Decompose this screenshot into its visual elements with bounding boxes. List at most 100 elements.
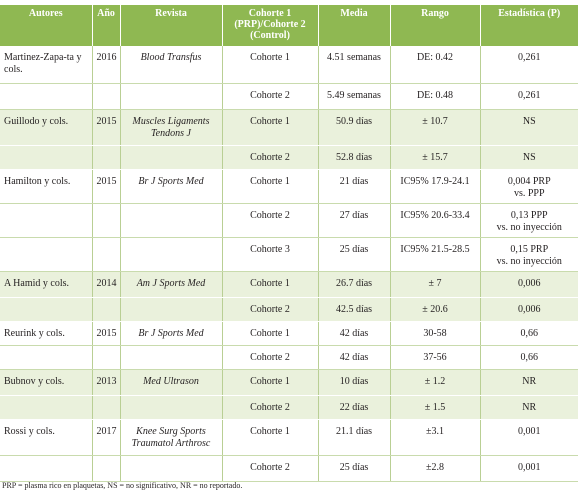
table-row: Cohorte 2 42 días 37-56 0,66 — [0, 345, 578, 370]
mean-cell: 5.49 semanas — [318, 83, 391, 110]
stat-cell: NR — [480, 369, 578, 396]
empty-cell — [120, 297, 223, 322]
cohort-cell: Cohorte 1 — [222, 369, 319, 396]
range-cell: DE: 0.42 — [390, 46, 481, 84]
cohort-cell: Cohorte 2 — [222, 145, 319, 170]
cohort-cell: Cohorte 1 — [222, 321, 319, 346]
stat-cell: NS — [480, 145, 578, 170]
empty-cell — [92, 345, 121, 370]
empty-cell — [120, 345, 223, 370]
journal-cell: Med Ultrason — [120, 369, 223, 396]
column-header: Autores — [0, 5, 93, 46]
empty-cell — [92, 83, 121, 110]
range-cell: ± 10.7 — [390, 109, 481, 146]
empty-cell — [120, 395, 223, 420]
stat-cell: 0,001 — [480, 419, 578, 456]
range-cell: ±3.1 — [390, 419, 481, 456]
table-row: Cohorte 2 5.49 semanas DE: 0.48 0,261 — [0, 83, 578, 110]
empty-cell — [0, 455, 93, 482]
journal-cell: Am J Sports Med — [120, 271, 223, 298]
year-cell: 2017 — [92, 419, 121, 456]
journal-cell: Muscles Ligaments Tendons J — [120, 109, 223, 146]
empty-cell — [0, 395, 93, 420]
range-cell: ± 15.7 — [390, 145, 481, 170]
table-row: Cohorte 2 52.8 días ± 15.7 NS — [0, 145, 578, 170]
year-cell: 2015 — [92, 321, 121, 346]
stat-cell: 0,006 — [480, 297, 578, 322]
table-row: A Hamid y cols. 2014 Am J Sports Med Cohort… — [0, 271, 578, 298]
cohort-cell: Cohorte 3 — [222, 237, 319, 272]
footnote: PRP = plasma rico en plaquetas, NS = no … — [2, 481, 243, 490]
empty-cell — [0, 83, 93, 110]
range-cell: ± 1.2 — [390, 369, 481, 396]
year-cell: 2016 — [92, 46, 121, 84]
cohort-cell: Cohorte 2 — [222, 297, 319, 322]
stat-cell: 0,15 PRP vs. no inyección — [480, 237, 578, 272]
column-header: Año — [92, 5, 121, 46]
journal-cell: Br J Sports Med — [120, 321, 223, 346]
empty-cell — [120, 237, 223, 272]
cohort-cell: Cohorte 2 — [222, 83, 319, 110]
empty-cell — [120, 145, 223, 170]
stat-cell: 0,261 — [480, 83, 578, 110]
stat-cell: 0,001 — [480, 455, 578, 482]
stat-cell: 0,66 — [480, 321, 578, 346]
author-cell: Bubnov y cols. — [0, 369, 93, 396]
range-cell: 37-56 — [390, 345, 481, 370]
cohort-cell: Cohorte 1 — [222, 169, 319, 204]
range-cell: ± 1.5 — [390, 395, 481, 420]
mean-cell: 21.1 días — [318, 419, 391, 456]
table-row: Cohorte 2 27 días IC95% 20.6-33.4 0,13 PPP … — [0, 203, 578, 238]
mean-cell: 4.51 semanas — [318, 46, 391, 84]
year-cell: 2014 — [92, 271, 121, 298]
mean-cell: 42 días — [318, 321, 391, 346]
mean-cell: 42 días — [318, 345, 391, 370]
cohort-cell: Cohorte 1 — [222, 271, 319, 298]
table-row: Cohorte 2 25 días ±2.8 0,001 — [0, 455, 578, 482]
mean-cell: 25 días — [318, 455, 391, 482]
year-cell: 2013 — [92, 369, 121, 396]
author-cell: A Hamid y cols. — [0, 271, 93, 298]
mean-cell: 42.5 días — [318, 297, 391, 322]
author-cell: Martinez-Zapa-ta y cols. — [0, 46, 93, 84]
author-cell: Guillodo y cols. — [0, 109, 93, 146]
cohort-cell: Cohorte 1 — [222, 419, 319, 456]
range-cell: IC95% 21.5-28.5 — [390, 237, 481, 272]
table-row: Reurink y cols. 2015 Br J Sports Med Cohort… — [0, 321, 578, 346]
cohort-cell: Cohorte 2 — [222, 395, 319, 420]
range-cell: 30-58 — [390, 321, 481, 346]
results-table: Autores Año Revista Cohorte 1 (PRP)/Cohorte… — [0, 5, 578, 482]
empty-cell — [92, 203, 121, 238]
range-cell: ± 20.6 — [390, 297, 481, 322]
mean-cell: 52.8 días — [318, 145, 391, 170]
author-cell: Hamilton y cols. — [0, 169, 93, 204]
empty-cell — [92, 237, 121, 272]
mean-cell: 22 días — [318, 395, 391, 420]
cohort-cell: Cohorte 2 — [222, 203, 319, 238]
mean-cell: 21 días — [318, 169, 391, 204]
empty-cell — [120, 203, 223, 238]
stat-cell: 0,13 PPP vs. no inyección — [480, 203, 578, 238]
empty-cell — [92, 145, 121, 170]
empty-cell — [0, 145, 93, 170]
range-cell: ±2.8 — [390, 455, 481, 482]
range-cell: DE: 0.48 — [390, 83, 481, 110]
author-cell: Reurink y cols. — [0, 321, 93, 346]
empty-cell — [0, 203, 93, 238]
cohort-cell: Cohorte 2 — [222, 345, 319, 370]
year-cell: 2015 — [92, 169, 121, 204]
table-row: Martinez-Zapa-ta y cols. 2016 Blood Transf… — [0, 46, 578, 84]
table-row: Guillodo y cols. 2015 Muscles Ligaments Te… — [0, 109, 578, 146]
mean-cell: 26.7 días — [318, 271, 391, 298]
stat-cell: 0,66 — [480, 345, 578, 370]
range-cell: ± 7 — [390, 271, 481, 298]
cohort-cell: Cohorte 1 — [222, 46, 319, 84]
stat-cell: 0,006 — [480, 271, 578, 298]
journal-cell: Blood Transfus — [120, 46, 223, 84]
year-cell: 2015 — [92, 109, 121, 146]
empty-cell — [92, 297, 121, 322]
cohort-cell: Cohorte 2 — [222, 455, 319, 482]
table-row: Hamilton y cols. 2015 Br J Sports Med Cohor… — [0, 169, 578, 204]
